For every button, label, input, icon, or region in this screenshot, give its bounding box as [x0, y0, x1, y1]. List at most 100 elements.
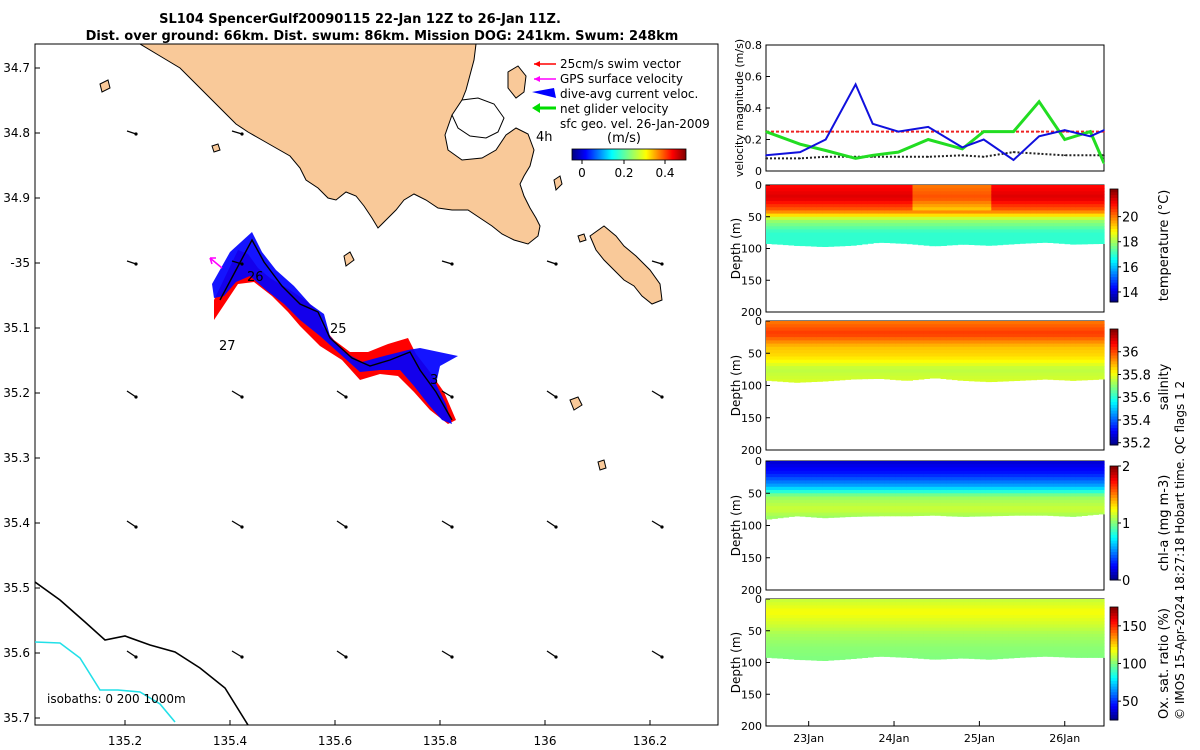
- section-cell: [1075, 229, 1082, 234]
- section-cell: [844, 216, 852, 221]
- section-cell: [980, 188, 987, 192]
- section-cell: [1030, 353, 1037, 357]
- section-cell: [861, 608, 868, 613]
- section-cell: [906, 204, 913, 208]
- section-cell: [799, 219, 806, 224]
- section-cell: [991, 499, 998, 504]
- section-cell: [1058, 330, 1066, 335]
- section-cell: [889, 599, 897, 603]
- section-cell: [974, 637, 981, 641]
- section-cell: [935, 599, 942, 603]
- section-cell: [997, 618, 1004, 622]
- section-cell: [906, 197, 913, 202]
- section-cell: [771, 207, 778, 211]
- section-cell: [974, 372, 981, 377]
- lat-tick-label: 35.3: [3, 451, 30, 465]
- section-cell: [805, 499, 812, 504]
- section-cell: [1087, 239, 1094, 243]
- section-cell: [918, 200, 925, 205]
- section-cell: [1081, 359, 1088, 364]
- section-cell: [1030, 602, 1037, 606]
- section-cell: [1036, 633, 1043, 638]
- section-cell: [963, 204, 970, 208]
- section-cell: [1092, 379, 1099, 380]
- section-cell: [1070, 653, 1077, 657]
- section-cell: [935, 216, 942, 221]
- section-cell: [884, 343, 891, 348]
- section-cell: [782, 343, 790, 348]
- section-cell: [1036, 618, 1043, 622]
- section-cell: [771, 343, 778, 348]
- section-cell: [873, 643, 880, 648]
- section-cell: [923, 210, 930, 215]
- section-cell: [766, 366, 773, 370]
- section-cell: [1070, 646, 1077, 651]
- section-cell: [873, 483, 880, 488]
- section-cell: [1019, 379, 1026, 381]
- section-cell: [878, 321, 885, 325]
- section-cell: [788, 502, 795, 507]
- section-cell: [889, 480, 897, 485]
- section-cell: [951, 621, 959, 625]
- section-cell: [957, 219, 964, 224]
- section-cell: [1064, 640, 1071, 644]
- section-cell: [850, 640, 857, 644]
- section-cell: [878, 359, 885, 364]
- section-cell: [997, 512, 1004, 517]
- section-cell: [850, 656, 857, 659]
- section-cell: [974, 605, 981, 610]
- section-cell: [1047, 646, 1054, 651]
- section-cell: [794, 321, 801, 325]
- section-cell: [940, 621, 947, 625]
- section-cell: [889, 239, 897, 243]
- section-cell: [799, 493, 806, 497]
- section-cell: [1092, 467, 1099, 472]
- section-cell: [901, 207, 908, 211]
- section-cell: [816, 330, 823, 335]
- colorbar-cell: [1110, 225, 1118, 229]
- section-cell: [811, 213, 818, 218]
- section-cell: [968, 210, 975, 215]
- section-cell: [895, 327, 902, 332]
- section-cell: [878, 611, 885, 616]
- section-cell: [968, 226, 975, 230]
- section-cell: [777, 350, 784, 354]
- section-cell: [985, 188, 992, 192]
- section-cell: [912, 197, 919, 202]
- section-cell: [1036, 321, 1043, 325]
- section-cell: [929, 627, 936, 632]
- section-cell: [957, 235, 964, 240]
- section-cell: [822, 506, 829, 510]
- colorbar-cell: [1110, 655, 1118, 659]
- section-cell: [935, 333, 942, 338]
- section-cell: [816, 239, 823, 243]
- section-cell: [906, 327, 913, 332]
- section-cell: [878, 369, 885, 374]
- section-cell: [782, 461, 790, 465]
- section-cell: [1064, 333, 1071, 338]
- section-cell: [1087, 461, 1094, 465]
- colorbar-cell: [1110, 242, 1118, 246]
- section-cell: [822, 633, 829, 638]
- section-cell: [980, 330, 987, 335]
- section-cell: [1098, 219, 1105, 224]
- colorbar-cell: [1110, 439, 1118, 443]
- section-cell: [901, 621, 908, 625]
- section-cell: [923, 213, 930, 218]
- section-cell: [1058, 633, 1066, 638]
- section-cell: [951, 343, 959, 348]
- section-cell: [828, 245, 835, 247]
- section-cell: [963, 467, 970, 472]
- section-cell: [782, 210, 790, 215]
- section-cell: [788, 356, 795, 361]
- section-cell: [946, 486, 953, 491]
- section-cell: [1008, 490, 1015, 494]
- section-cell: [822, 200, 829, 205]
- section-cell: [844, 356, 852, 361]
- section-cell: [901, 330, 908, 335]
- section-cell: [794, 229, 801, 234]
- colorbar-label: chl-a (mg m-3): [1157, 475, 1172, 572]
- velocity-point: [961, 154, 964, 157]
- section-cell: [1002, 194, 1009, 199]
- section-cell: [799, 618, 806, 622]
